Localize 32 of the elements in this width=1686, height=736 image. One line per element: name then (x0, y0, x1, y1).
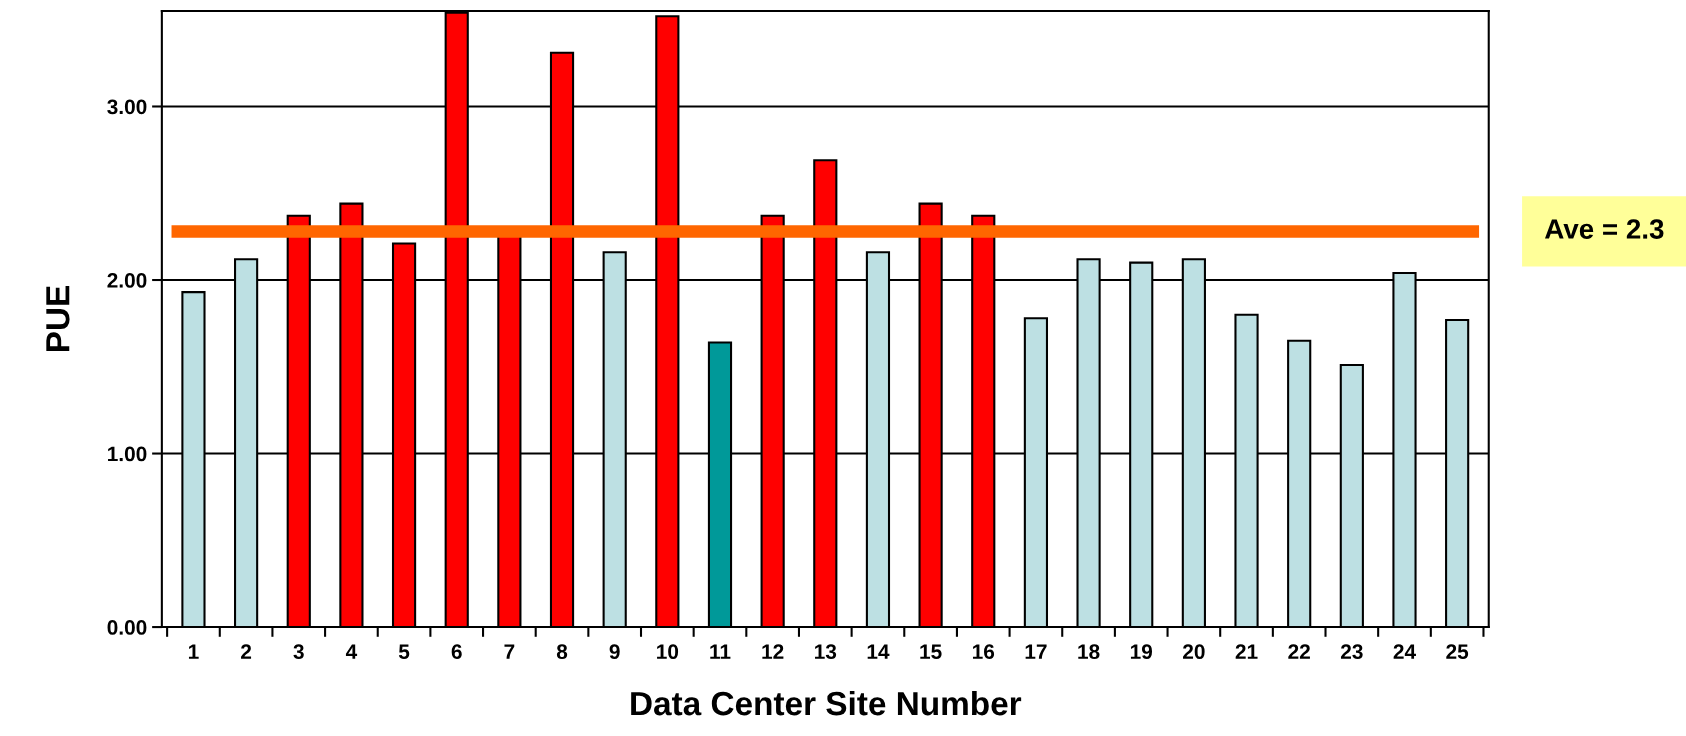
x-tick-label: 16 (972, 644, 995, 660)
y-tick-label: 1.00 (108, 446, 147, 462)
x-tick-label: 2 (241, 644, 252, 659)
x-tick-label: 5 (398, 644, 410, 660)
x-tick-label: 13 (815, 644, 837, 660)
x-tick-label: 12 (762, 644, 784, 659)
y-tick-label: 0.00 (107, 620, 147, 635)
x-tick-label: 6 (451, 644, 462, 660)
x-tick-label: 19 (1130, 644, 1153, 660)
x-tick-label: 1 (188, 644, 199, 659)
x-tick-label: 24 (1393, 644, 1416, 659)
x-tick-label: 22 (1288, 644, 1310, 659)
x-tick-label: 9 (609, 644, 620, 660)
x-tick-label: 8 (556, 644, 568, 660)
x-tick-label: 25 (1446, 644, 1469, 660)
x-tick-label: 21 (1235, 644, 1258, 659)
x-tick-label: 15 (920, 644, 942, 660)
x-tick-label: 20 (1183, 644, 1205, 660)
y-tick-label: 3.00 (107, 99, 147, 115)
x-tick-label: 17 (1025, 644, 1047, 659)
y-tick-label: 2.00 (107, 273, 147, 288)
x-tick-label: 4 (345, 644, 358, 659)
x-tick-label: 11 (710, 644, 731, 659)
y-axis-title: PUE (46, 286, 70, 352)
x-tick-label: 14 (867, 644, 890, 659)
x-tick-label: 7 (504, 644, 515, 659)
x-tick-label: 3 (293, 644, 304, 660)
x-tick-label: 10 (657, 644, 679, 660)
ref-line-label: Ave = 2.3 (1544, 219, 1664, 239)
x-tick-label: 18 (1078, 644, 1100, 660)
x-tick-label: 23 (1340, 644, 1363, 660)
x-axis-title: Data Center Site Number (631, 690, 1022, 716)
